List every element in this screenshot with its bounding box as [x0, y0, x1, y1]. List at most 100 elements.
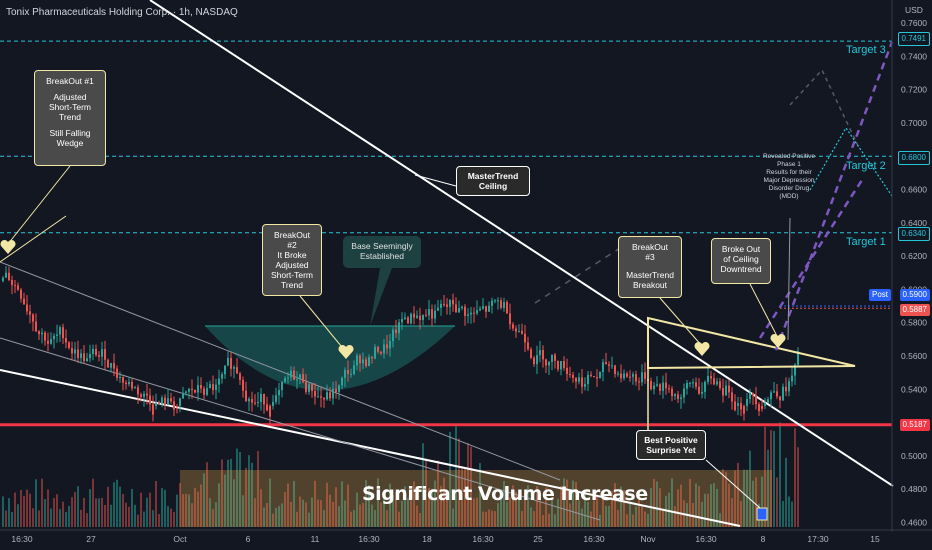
candle-body [233, 367, 235, 369]
candle-body [539, 350, 541, 356]
candle-body [725, 385, 727, 396]
volume-bar [680, 484, 682, 527]
volume-bar [797, 447, 799, 527]
candle-body [173, 401, 175, 410]
candle-body [494, 300, 496, 302]
volume-bar [521, 510, 523, 527]
volume-bar [530, 507, 532, 527]
candle-body [773, 391, 775, 393]
candle-body [605, 362, 607, 365]
candle-body [641, 372, 643, 383]
mastertrend-pointer [414, 174, 457, 187]
candle-body [716, 381, 718, 385]
candle-body [260, 393, 262, 402]
candle-body [332, 388, 334, 399]
candle-body [581, 377, 583, 387]
candle-body [503, 302, 505, 308]
candle-body [281, 381, 283, 391]
volume-bar [782, 500, 784, 527]
candle-body [587, 374, 589, 385]
volume-bar [275, 508, 277, 527]
volume-bar [14, 492, 16, 527]
volume-bar [431, 488, 433, 527]
volume-bar [308, 512, 310, 527]
volume-bar [647, 513, 649, 527]
candle-body [344, 369, 346, 378]
candle-body [188, 388, 190, 392]
volume-bar [761, 476, 763, 527]
candle-body [86, 358, 88, 362]
candle-body [524, 333, 526, 343]
mastertrend-note: MasterTrend Ceiling [456, 166, 530, 196]
broke-out-line: Downtrend [720, 264, 762, 274]
price-tick-label: 0.5400 [901, 384, 927, 394]
volume-bar [194, 487, 196, 527]
breakout-heart-marker [0, 239, 16, 254]
candle-body [146, 393, 148, 396]
volume-bar [5, 510, 7, 527]
volume-bar [779, 422, 781, 527]
volume-bar [629, 503, 631, 527]
volume-bar [428, 488, 430, 527]
volume-bar [59, 509, 61, 527]
volume-bar [443, 477, 445, 527]
candle-body [359, 355, 361, 364]
volume-bar [533, 511, 535, 527]
candle-body [206, 388, 208, 395]
volume-bar [140, 492, 142, 527]
volume-bar [749, 450, 751, 527]
candle-body [8, 272, 10, 281]
breakout-2-pointer [299, 295, 347, 353]
candle-body [74, 349, 76, 354]
breakout-2-line: Short-Term [270, 270, 314, 280]
volume-bar [224, 474, 226, 527]
volume-bar [77, 486, 79, 527]
surprise-note: Best Positive Surprise Yet [636, 430, 706, 460]
candle-body [404, 317, 406, 320]
candle-body [251, 398, 253, 403]
volume-bar [644, 511, 646, 527]
candle-body [707, 376, 709, 382]
candle-body [680, 397, 682, 400]
volume-bar [236, 448, 238, 527]
volume-bar [473, 498, 475, 527]
volume-bar [92, 478, 94, 527]
candle-body [374, 346, 376, 359]
chart-title: Tonix Pharmaceuticals Holding Corp. · 1h… [6, 7, 238, 18]
base-note: Base Seemingly Established [343, 236, 421, 268]
broke-out-line: Broke Out [721, 244, 761, 254]
candle-body [530, 349, 532, 358]
volume-bar [407, 497, 409, 527]
candle-body [107, 359, 109, 368]
wedge-breakout-line [0, 215, 67, 263]
candle-body [179, 398, 181, 406]
candle-body [95, 348, 97, 356]
price-tick-label: 0.6600 [901, 185, 927, 195]
candle-body [20, 289, 22, 299]
candle-body [350, 373, 352, 375]
volume-bar [557, 498, 559, 527]
volume-bar [209, 498, 211, 527]
volume-bar [302, 499, 304, 527]
volume-bar [572, 480, 574, 527]
volume-bar [482, 511, 484, 527]
target-1-label: Target 1 [846, 236, 886, 248]
volume-bar [707, 493, 709, 527]
volume-bar [791, 501, 793, 527]
volume-bar [89, 489, 91, 527]
candle-body [686, 382, 688, 389]
candle-body [152, 404, 154, 415]
candle-body [104, 349, 106, 360]
candle-body [77, 349, 79, 358]
volume-bar [794, 428, 796, 527]
candle-body [764, 402, 766, 406]
candle-body [137, 387, 139, 395]
candle-body [23, 298, 25, 305]
mastertrend-line: MasterTrend [467, 171, 519, 181]
volume-bar [440, 485, 442, 527]
volume-bar [437, 460, 439, 527]
candle-body [542, 350, 544, 360]
volume-bar [725, 471, 727, 527]
breakout-1-pointer [7, 165, 71, 245]
